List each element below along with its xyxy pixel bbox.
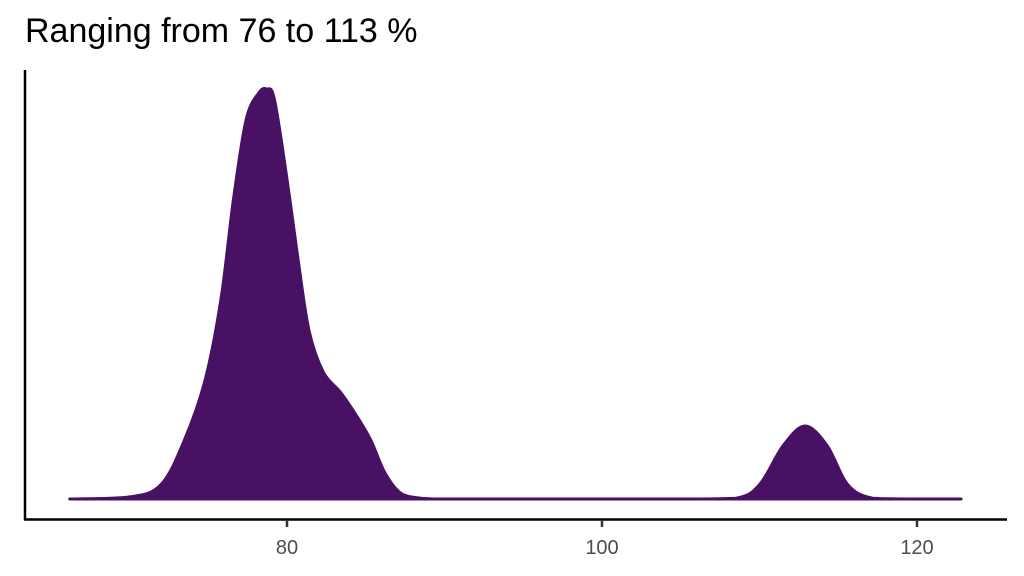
x-axis-ticks: 80 100 120 xyxy=(276,520,934,559)
x-tick-label: 120 xyxy=(900,537,933,559)
x-tick-label: 80 xyxy=(276,537,298,559)
density-area xyxy=(68,87,963,501)
x-tick-label: 100 xyxy=(585,537,618,559)
chart-title: Ranging from 76 to 113 % xyxy=(25,12,418,50)
